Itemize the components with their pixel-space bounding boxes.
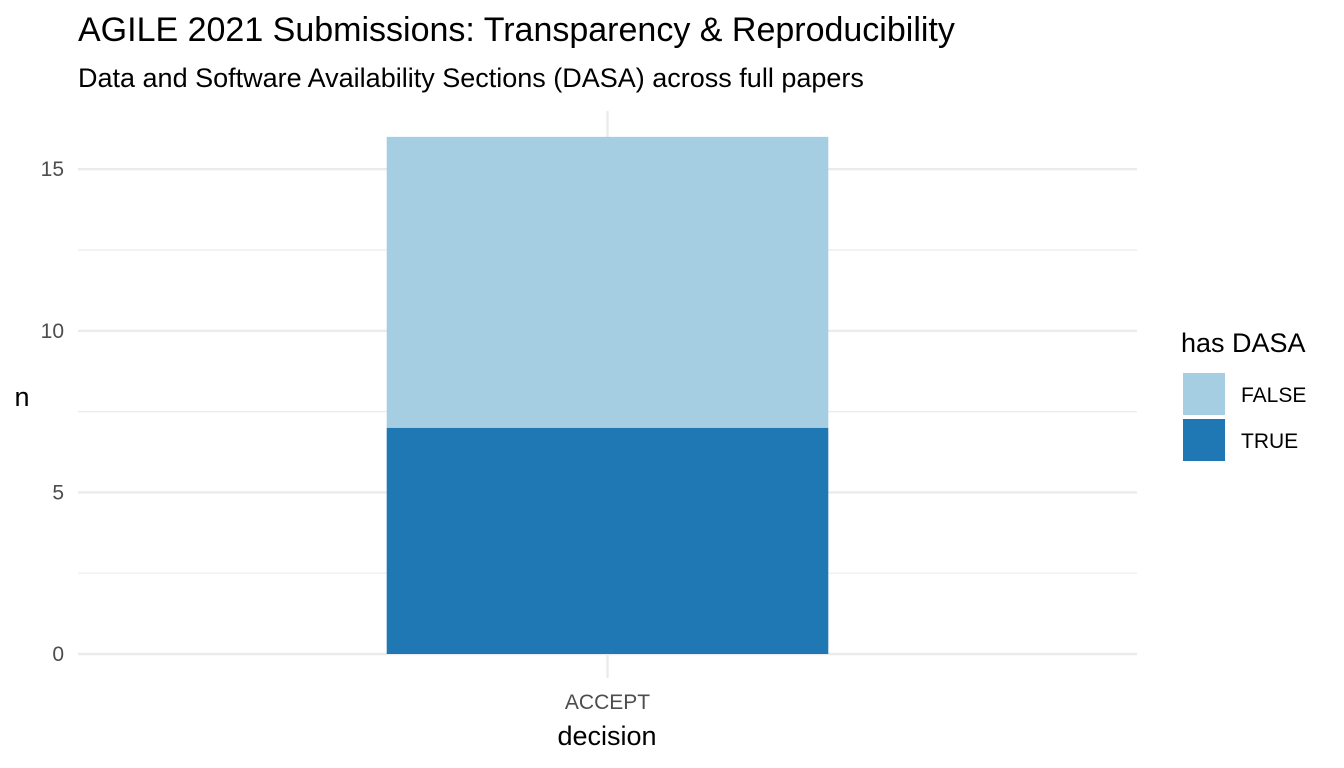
chart-subtitle: Data and Software Availability Sections … xyxy=(78,63,864,93)
x-axis-title: decision xyxy=(557,721,656,751)
x-axis-ticks: ACCEPT xyxy=(565,691,650,714)
legend-key-true xyxy=(1183,419,1225,461)
legend-label-false: FALSE xyxy=(1241,384,1306,407)
x-tick-label: ACCEPT xyxy=(565,691,650,714)
y-axis-title: n xyxy=(14,382,29,412)
y-tick-label: 5 xyxy=(52,481,64,504)
legend-label-true: TRUE xyxy=(1241,430,1298,453)
chart-title: AGILE 2021 Submissions: Transparency & R… xyxy=(78,11,955,49)
y-tick-label: 15 xyxy=(41,158,64,181)
bars xyxy=(386,136,829,654)
bar-segment-true xyxy=(386,427,829,654)
bar-segment-false xyxy=(386,136,829,428)
y-tick-label: 10 xyxy=(41,320,64,343)
legend: has DASA FALSE TRUE xyxy=(1181,328,1306,461)
legend-key-false xyxy=(1183,373,1225,415)
y-tick-label: 0 xyxy=(52,643,64,666)
legend-title: has DASA xyxy=(1181,328,1306,358)
y-axis-ticks: 0 5 10 15 xyxy=(41,158,64,666)
